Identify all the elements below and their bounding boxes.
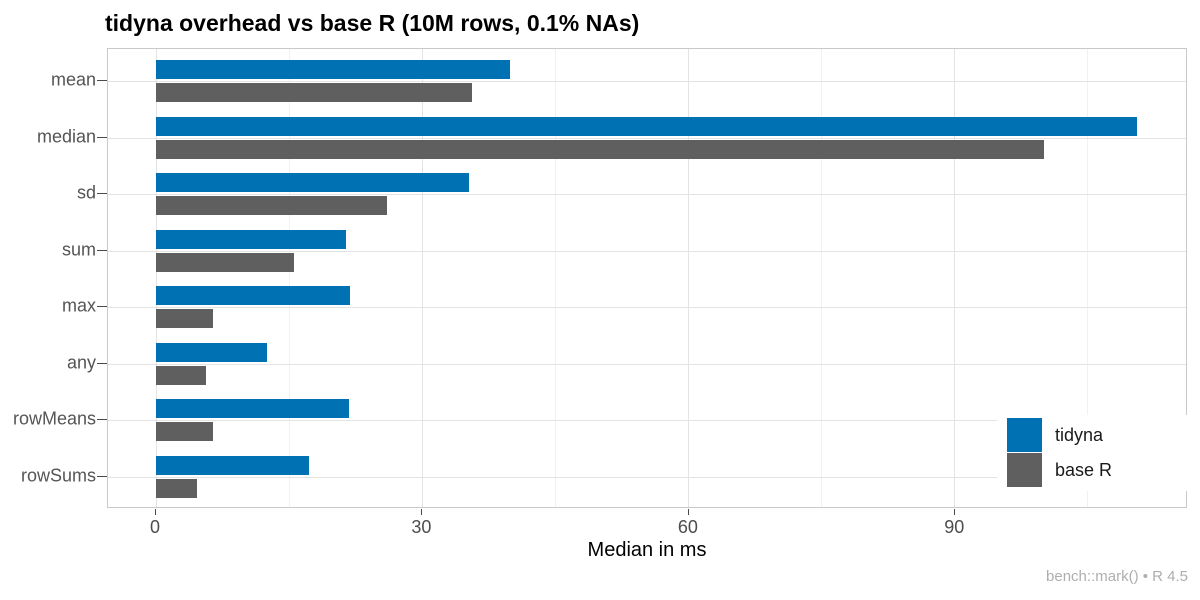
gridline-minor: [554, 49, 556, 507]
y-label-rowMeans: rowMeans: [12, 408, 96, 429]
y-label-median: median: [36, 126, 96, 147]
y-label-any: any: [66, 352, 96, 373]
bar-any-base-r: [155, 365, 207, 385]
bar-sd-tidyna: [155, 173, 469, 193]
gridline-category: [108, 363, 1186, 365]
y-axis-ticks: [97, 48, 107, 508]
gridline-minor: [1086, 49, 1088, 507]
y-label-max: max: [61, 295, 96, 316]
legend: tidyna base R: [997, 415, 1187, 491]
gridline-category: [108, 81, 1186, 83]
bars-layer: [108, 49, 1186, 507]
gridline-category: [108, 250, 1186, 252]
y-tick-mark: [97, 136, 107, 138]
x-tick-mark: [687, 509, 689, 515]
x-tick-label-90: 90: [944, 517, 965, 537]
bar-median-base-r: [155, 139, 1045, 159]
bar-mean-base-r: [155, 83, 473, 103]
legend-label-tidyna: tidyna: [1055, 424, 1104, 445]
x-tick-mark: [421, 509, 423, 515]
x-tick-mark: [154, 509, 156, 515]
gridline-category: [108, 307, 1186, 309]
x-axis: 0 30 60 90: [107, 509, 1187, 549]
gridlines-layer: [108, 49, 1186, 507]
gridline-major: [687, 49, 689, 507]
gridline-major: [421, 49, 423, 507]
gridline-category: [108, 194, 1186, 196]
y-tick-mark: [97, 475, 107, 477]
legend-item-base-r: base R: [1007, 453, 1187, 487]
gridline-category: [108, 420, 1186, 422]
y-label-sd: sd: [76, 182, 96, 203]
y-tick-mark: [97, 419, 107, 421]
bar-any-tidyna: [155, 342, 267, 362]
base-r-swatch-icon: [1007, 453, 1042, 487]
bar-rowMeans-tidyna: [155, 399, 350, 419]
y-tick-mark: [97, 362, 107, 364]
gridline-minor: [820, 49, 822, 507]
bar-sum-tidyna: [155, 229, 346, 249]
x-tick-label-0: 0: [149, 517, 160, 537]
gridline-category: [108, 476, 1186, 478]
tidyna-swatch-icon: [1007, 418, 1042, 452]
bar-sd-base-r: [155, 196, 388, 216]
caption: bench::mark() • R 4.5: [1046, 568, 1188, 585]
gridline-major: [155, 49, 157, 507]
legend-item-tidyna: tidyna: [1007, 418, 1187, 452]
bar-median-tidyna: [155, 116, 1138, 136]
y-label-sum: sum: [61, 239, 96, 260]
plot-panel: tidyna base R: [107, 48, 1187, 508]
y-tick-mark: [97, 249, 107, 251]
bar-rowSums-base-r: [155, 478, 197, 498]
y-axis-labels: mean median sd sum max any rowMeans rowSums: [0, 48, 96, 508]
bar-rowMeans-base-r: [155, 422, 214, 442]
y-tick-mark: [97, 193, 107, 195]
y-tick-mark: [97, 80, 107, 82]
gridline-major: [953, 49, 955, 507]
x-axis-title: Median in ms: [587, 539, 707, 561]
y-tick-mark: [97, 306, 107, 308]
bar-mean-tidyna: [155, 60, 511, 80]
bar-rowSums-tidyna: [155, 455, 310, 475]
x-tick-label-30: 30: [411, 517, 432, 537]
chart-title: tidyna overhead vs base R (10M rows, 0.1…: [105, 10, 640, 36]
y-label-rowSums: rowSums: [20, 465, 96, 486]
x-tick-label-60: 60: [677, 517, 698, 537]
gridline-minor: [288, 49, 290, 507]
y-label-mean: mean: [50, 69, 96, 90]
bar-max-tidyna: [155, 286, 350, 306]
bar-sum-base-r: [155, 252, 295, 272]
legend-label-base-r: base R: [1055, 459, 1113, 480]
bar-max-base-r: [155, 309, 214, 329]
x-tick-mark: [954, 509, 956, 515]
gridline-category: [108, 137, 1186, 139]
